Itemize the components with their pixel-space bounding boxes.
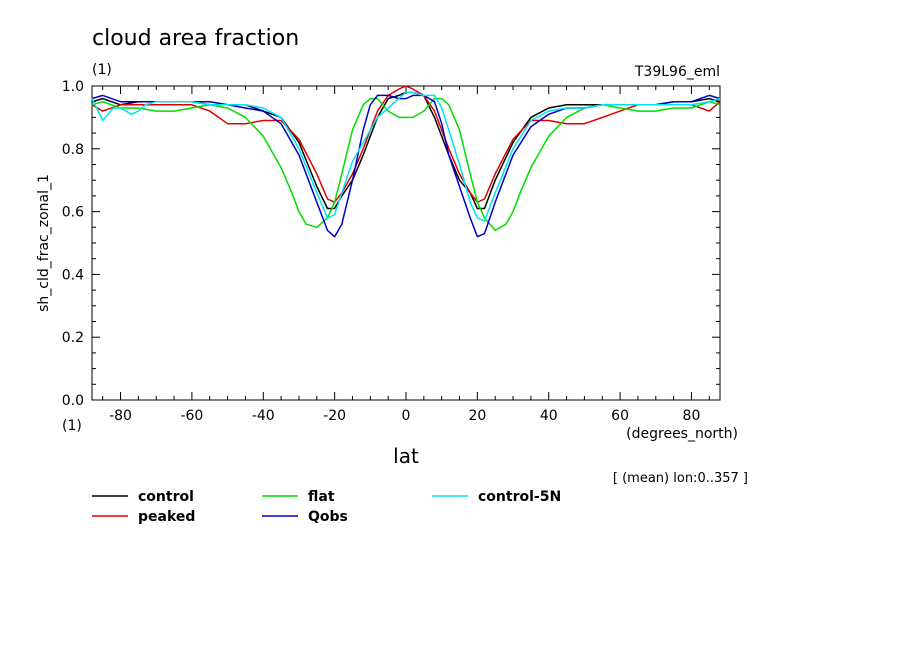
x-units-label: (degrees_north): [626, 426, 738, 442]
y-tick-label: 0.2: [62, 330, 84, 346]
y-tick-label: 0.6: [62, 205, 84, 221]
legend-label-control: control: [138, 489, 194, 505]
legend-label-qobs: Qobs: [308, 509, 348, 525]
series-line-qobs: [91, 94, 721, 238]
x-tick-label: 60: [611, 408, 629, 424]
legend-label-control-5n: control-5N: [478, 489, 561, 505]
y-tick-label: 0.4: [62, 267, 84, 283]
y-tick-label: 1.0: [62, 79, 84, 95]
series-lines: [91, 85, 721, 238]
x-tick-label: -20: [323, 408, 346, 424]
axis-ticks: -80 -60 -40 -20 0 20 40 60 80 0.0 0.2 0.4 0.6 0.8 1.0: [62, 79, 720, 424]
series-line-peaked: [91, 85, 721, 203]
series-line-flat: [91, 97, 721, 232]
legend-label-peaked: peaked: [138, 509, 195, 525]
x-axis-label: lat: [393, 444, 419, 468]
x-tick-label: 80: [683, 408, 701, 424]
x-axis-units-label: (1): [62, 418, 82, 434]
y-axis-label: sh_cld_frac_zonal_1: [36, 174, 52, 312]
chart-title: cloud area fraction: [92, 26, 299, 51]
plot-frame: [91, 85, 721, 401]
x-tick-label: -60: [180, 408, 203, 424]
x-tick-label: 20: [468, 408, 486, 424]
x-tick-label: -80: [109, 408, 132, 424]
y-tick-label: 0.8: [62, 142, 84, 158]
x-tick-label: -40: [252, 408, 275, 424]
legend: control peaked flat Qobs control-5N: [92, 489, 561, 525]
mean-annotation: [ (mean) lon:0..357 ]: [613, 471, 748, 486]
legend-label-flat: flat: [308, 489, 335, 505]
run-label: T39L96_eml: [634, 64, 720, 80]
x-tick-label: 0: [402, 408, 411, 424]
y-tick-label: 0.0: [62, 393, 84, 409]
series-line-control-5n: [91, 91, 721, 222]
y-units-label: (1): [92, 62, 112, 78]
x-tick-label: 40: [540, 408, 558, 424]
